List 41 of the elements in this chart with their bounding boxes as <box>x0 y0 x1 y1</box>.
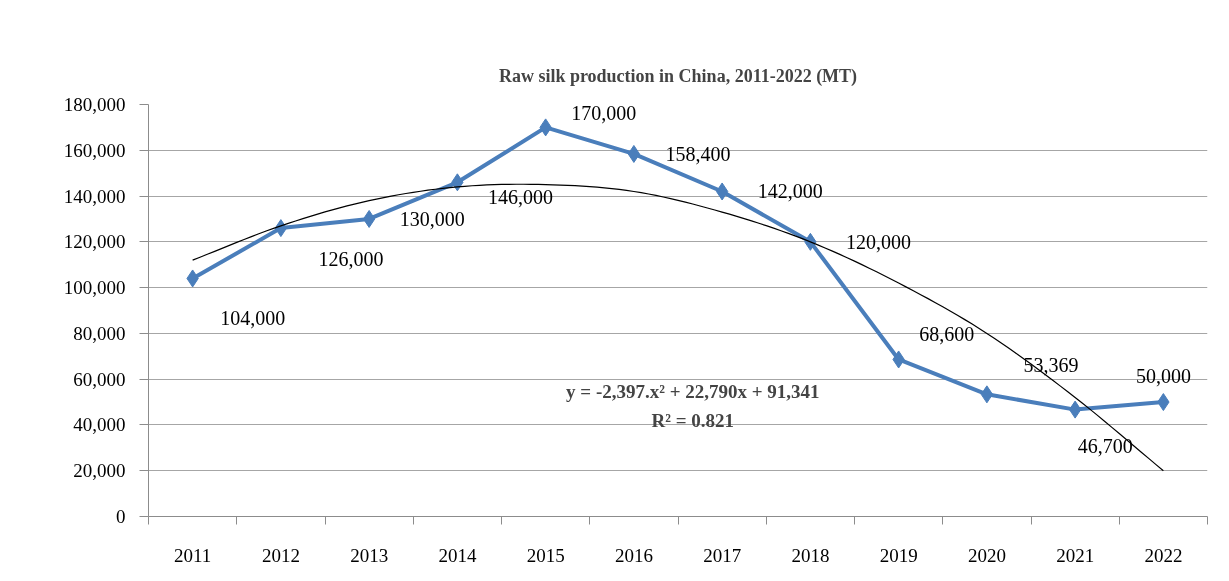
x-tick-label: 2021 <box>1056 544 1095 566</box>
data-label: 170,000 <box>571 102 637 125</box>
y-tick-label: 80,000 <box>73 322 126 344</box>
data-label: 158,400 <box>665 142 731 165</box>
data-label: 104,000 <box>220 307 286 330</box>
data-label: 126,000 <box>318 248 384 271</box>
y-tick-label: 160,000 <box>63 139 126 161</box>
y-tick-label: 120,000 <box>63 231 126 253</box>
y-tick-label: 60,000 <box>73 368 126 390</box>
data-label: 46,700 <box>1077 434 1133 457</box>
data-label: 142,000 <box>757 180 823 203</box>
x-tick-label: 2019 <box>879 544 918 566</box>
y-tick-label: 40,000 <box>73 414 126 436</box>
point <box>980 385 994 404</box>
data-label: 130,000 <box>399 207 465 230</box>
point <box>627 144 641 163</box>
point <box>715 182 729 201</box>
y-tick-label: 20,000 <box>73 460 126 482</box>
x-tick-label: 2015 <box>526 544 565 566</box>
x-tick-label: 2011 <box>173 544 212 566</box>
x-tick-label: 2017 <box>703 544 742 566</box>
y-tick-label: 0 <box>116 506 126 527</box>
x-tick-label: 2014 <box>438 544 477 566</box>
data-label: 146,000 <box>487 186 553 209</box>
data-label: 120,000 <box>845 230 911 253</box>
x-tick-label: 2012 <box>261 544 300 566</box>
y-tick-label: 100,000 <box>63 277 126 299</box>
x-tick-label: 2016 <box>614 544 653 566</box>
x-tick-label: 2013 <box>350 544 389 566</box>
data-label: 50,000 <box>1135 365 1191 388</box>
data-label: 68,600 <box>919 323 975 346</box>
chart-title: Raw silk production in China, 2011-2022 (MT) <box>498 65 858 87</box>
x-tick-label: 2022 <box>1144 544 1183 566</box>
annotation: R² = 0.821 <box>651 410 735 432</box>
y-tick-label: 180,000 <box>63 94 126 115</box>
x-tick-label: 2018 <box>791 544 830 566</box>
point <box>362 209 376 228</box>
x-tick-label: 2020 <box>967 544 1006 566</box>
annotation: y = -2,397.x² + 22,790x + 91,341 <box>566 381 820 403</box>
point <box>1068 400 1082 419</box>
y-tick-label: 140,000 <box>63 185 126 207</box>
